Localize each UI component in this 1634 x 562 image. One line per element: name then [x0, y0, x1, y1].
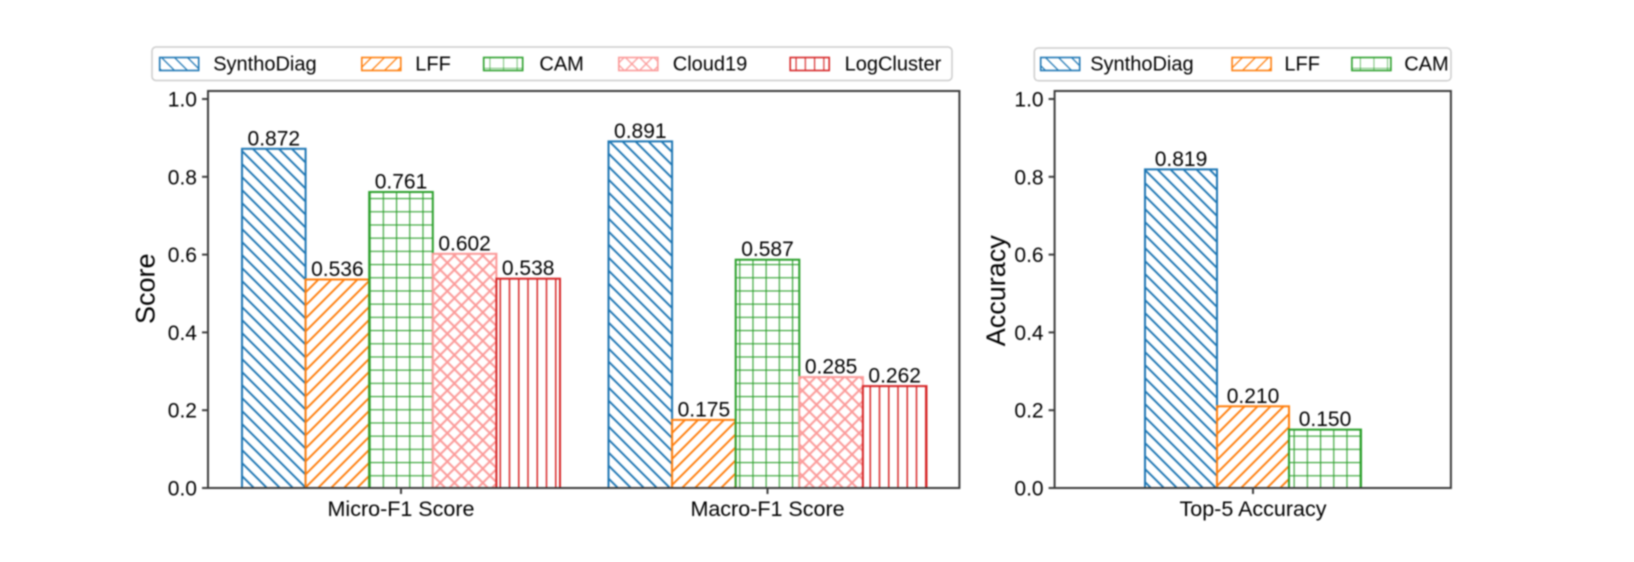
- svg-text:Top-5 Accuracy: Top-5 Accuracy: [1180, 497, 1327, 521]
- svg-text:0.285: 0.285: [805, 356, 858, 379]
- svg-text:0.6: 0.6: [168, 244, 197, 267]
- svg-text:0.872: 0.872: [248, 127, 301, 150]
- svg-text:0.538: 0.538: [502, 257, 555, 280]
- svg-text:0.262: 0.262: [868, 365, 921, 388]
- svg-text:0.8: 0.8: [1014, 166, 1043, 189]
- svg-text:LogCluster: LogCluster: [845, 54, 942, 76]
- svg-text:0.210: 0.210: [1227, 385, 1280, 408]
- svg-text:0.150: 0.150: [1299, 408, 1352, 431]
- svg-text:0.8: 0.8: [168, 166, 197, 189]
- svg-text:Macro-F1 Score: Macro-F1 Score: [690, 497, 844, 521]
- svg-text:Score: Score: [131, 253, 161, 324]
- svg-text:SynthoDiag: SynthoDiag: [213, 54, 316, 76]
- svg-text:0.175: 0.175: [678, 398, 731, 421]
- svg-text:1.0: 1.0: [168, 89, 197, 112]
- svg-text:CAM: CAM: [539, 54, 583, 76]
- svg-text:SynthoDiag: SynthoDiag: [1090, 54, 1193, 76]
- svg-text:Accuracy: Accuracy: [981, 235, 1011, 347]
- svg-text:Cloud19: Cloud19: [673, 54, 748, 76]
- svg-text:0.891: 0.891: [614, 120, 667, 143]
- svg-text:0.602: 0.602: [438, 232, 491, 255]
- svg-text:CAM: CAM: [1404, 54, 1448, 76]
- svg-text:0.4: 0.4: [168, 322, 198, 345]
- svg-text:LFF: LFF: [1284, 54, 1320, 76]
- svg-text:0.6: 0.6: [1014, 244, 1043, 267]
- svg-text:Micro-F1 Score: Micro-F1 Score: [328, 497, 475, 521]
- svg-text:0.4: 0.4: [1014, 322, 1044, 345]
- svg-text:0.2: 0.2: [1014, 400, 1043, 423]
- svg-text:0.0: 0.0: [168, 478, 197, 501]
- svg-text:LFF: LFF: [415, 54, 451, 76]
- svg-text:1.0: 1.0: [1014, 89, 1043, 112]
- svg-text:0.761: 0.761: [375, 171, 428, 194]
- svg-text:0.819: 0.819: [1155, 148, 1208, 171]
- svg-text:0.0: 0.0: [1014, 478, 1043, 501]
- svg-text:0.536: 0.536: [311, 258, 364, 281]
- svg-text:0.2: 0.2: [168, 400, 197, 423]
- svg-text:0.587: 0.587: [741, 238, 794, 261]
